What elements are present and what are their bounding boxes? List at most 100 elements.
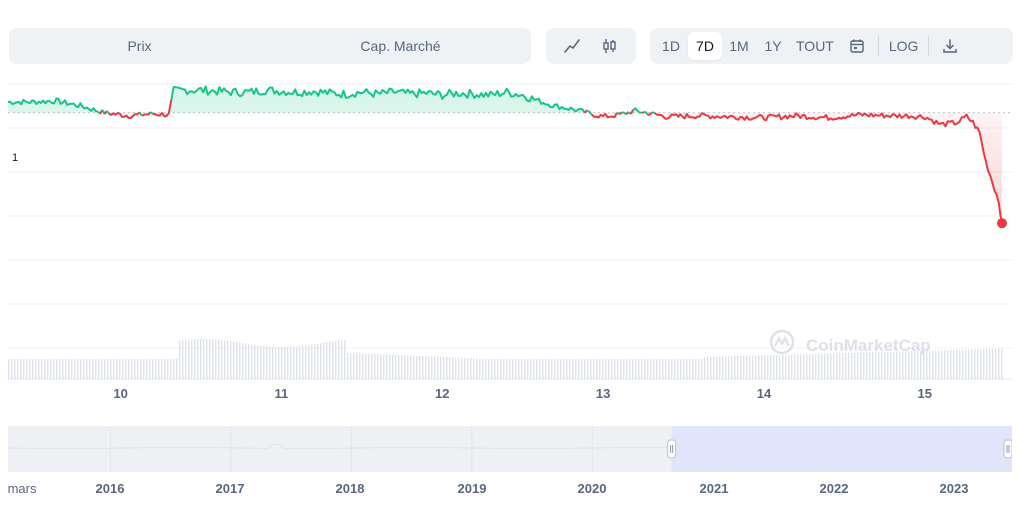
price-line-segment xyxy=(108,111,141,119)
volume-bar xyxy=(323,342,325,379)
navigator-year-label: 2020 xyxy=(578,481,607,496)
volume-bar xyxy=(62,359,64,379)
calendar-icon[interactable] xyxy=(840,32,874,60)
volume-bar xyxy=(386,354,388,379)
volume-bar xyxy=(101,359,103,379)
volume-bar xyxy=(416,355,418,379)
volume-bar xyxy=(770,355,772,379)
last-price-point[interactable] xyxy=(997,218,1007,229)
x-tick-label: 12 xyxy=(435,386,449,401)
volume-bar xyxy=(521,359,523,379)
volume-bar xyxy=(752,355,754,379)
volume-bar xyxy=(560,359,562,379)
volume-bar xyxy=(413,355,415,379)
volume-bar xyxy=(680,359,682,379)
volume-bar xyxy=(587,359,589,379)
navigator-left-handle[interactable] xyxy=(667,439,677,459)
volume-bar xyxy=(941,350,943,379)
volume-bar xyxy=(629,359,631,379)
volume-bar xyxy=(473,358,475,379)
volume-bar xyxy=(422,356,424,379)
volume-bar xyxy=(602,359,604,379)
volume-bar xyxy=(182,340,184,379)
volume-bar xyxy=(845,353,847,379)
volume-bar xyxy=(263,345,265,379)
volume-bar xyxy=(674,359,676,379)
volume-bar xyxy=(470,357,472,379)
volume-bar xyxy=(311,344,313,379)
volume-bar xyxy=(998,348,1000,379)
volume-bar xyxy=(161,359,163,379)
range-navigator[interactable]: mars 2016 2017 2018 2019 2020 2021 2022 2023 xyxy=(8,426,1012,508)
volume-bar xyxy=(185,340,187,379)
volume-bar xyxy=(155,359,157,379)
volume-bar xyxy=(149,359,151,379)
range-1d-button[interactable]: 1D xyxy=(662,38,680,54)
price-chart[interactable]: CoinMarketCap 1 10 11 12 13 14 15 xyxy=(8,83,1012,413)
volume-bar xyxy=(554,359,556,379)
range-all-button[interactable]: TOUT xyxy=(796,38,834,54)
volume-bar xyxy=(683,359,685,379)
volume-bar xyxy=(65,359,67,379)
x-tick-label: 11 xyxy=(275,386,289,401)
volume-bar xyxy=(35,359,37,379)
candlestick-icon[interactable] xyxy=(594,32,628,60)
range-1y-button[interactable]: 1Y xyxy=(764,38,782,54)
tab-price[interactable]: Prix xyxy=(127,38,152,54)
volume-bar xyxy=(863,352,865,379)
handle-grip[interactable] xyxy=(667,439,677,459)
volume-bar xyxy=(902,351,904,379)
volume-bar xyxy=(443,356,445,379)
volume-bar xyxy=(461,357,463,379)
y-tick-label: 1 xyxy=(12,152,18,164)
navigator-right-handle[interactable] xyxy=(1003,439,1012,459)
volume-bar xyxy=(71,359,73,379)
volume-bar xyxy=(194,339,196,379)
volume-bar xyxy=(617,359,619,379)
volume-bar xyxy=(809,354,811,379)
volume-bar xyxy=(821,353,823,379)
x-tick-label: 14 xyxy=(757,386,772,401)
volume-bar xyxy=(578,359,580,379)
line-chart-icon[interactable] xyxy=(555,32,589,60)
volume-bar xyxy=(332,341,334,379)
range-7d-button[interactable]: 7D xyxy=(688,32,722,60)
volume-bar xyxy=(836,353,838,379)
volume-bar xyxy=(467,357,469,379)
download-icon[interactable] xyxy=(933,32,967,60)
volume-bar xyxy=(656,359,658,379)
price-line-segment xyxy=(621,111,627,116)
volume-bar xyxy=(566,359,568,379)
volume-bar xyxy=(632,359,634,379)
tab-market-cap[interactable]: Cap. Marché xyxy=(360,38,441,54)
volume-bar xyxy=(449,357,451,379)
volume-bar xyxy=(503,359,505,379)
price-line-segment xyxy=(152,99,173,118)
volume-bar xyxy=(221,339,223,379)
price-line-segment xyxy=(643,111,649,116)
volume-bar xyxy=(638,359,640,379)
volume-bar xyxy=(917,350,919,379)
volume-bar xyxy=(59,359,61,379)
volume-bar xyxy=(662,359,664,379)
volume-bar xyxy=(134,359,136,379)
volume-bar xyxy=(980,349,982,379)
handle-grip[interactable] xyxy=(1003,439,1012,459)
volume-bar xyxy=(956,349,958,379)
volume-bar xyxy=(410,355,412,379)
log-scale-button[interactable]: LOG xyxy=(888,38,919,54)
range-1m-button[interactable]: 1M xyxy=(729,38,749,54)
navigator-selection[interactable] xyxy=(671,426,1012,472)
navigator-year-label: 2019 xyxy=(458,481,487,496)
volume-bar xyxy=(593,359,595,379)
volume-bar xyxy=(269,346,271,379)
volume-bar xyxy=(881,352,883,379)
volume-bar xyxy=(47,359,49,379)
volume-bar xyxy=(128,359,130,379)
area-above xyxy=(8,86,1002,113)
volume-bar xyxy=(893,351,895,379)
volume-bar xyxy=(506,359,508,379)
volume-bar xyxy=(842,353,844,379)
volume-bar xyxy=(272,346,274,379)
volume-bar xyxy=(746,355,748,379)
